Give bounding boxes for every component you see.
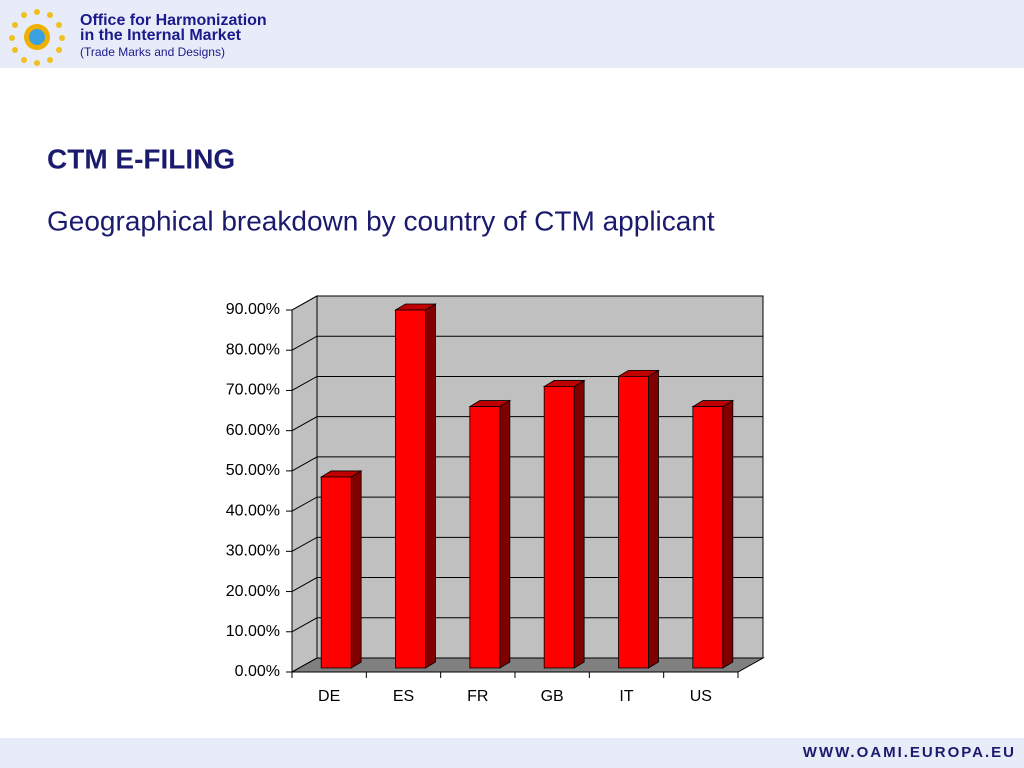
y-tick-label: 10.00% [226,623,280,640]
grid-line [291,456,763,472]
grid-line [291,657,763,673]
grid-line [291,335,763,351]
grid-line [291,496,763,512]
footer-url: WWW.OAMI.EUROPA.EU [803,744,1016,761]
grid-line [291,416,763,432]
y-tick-label: 80.00% [226,341,280,358]
grid-line [291,375,763,391]
bar-side [573,379,585,669]
y-tick-label: 30.00% [226,543,280,560]
bar [320,476,352,669]
org-name: in the Internal Market [80,27,242,44]
grid-line [291,577,763,592]
bar-side [350,470,362,669]
bar [543,386,575,669]
plot: 0.00% 10.00% 20.00% 30.00% 40.00% 50.00% 60.00… [226,295,765,705]
header-bar [0,0,1024,68]
x-tick-label: IT [619,688,633,705]
org-name: Office for Harmonization [80,12,267,29]
bar-side [722,399,734,669]
footer-bar [0,738,1024,768]
bar [395,309,426,669]
x-tick-label: ES [393,688,414,705]
grid-line [291,617,763,633]
logo [9,9,65,66]
x-tick-label: FR [467,688,488,705]
grid-line [291,536,763,552]
bar-side [648,369,659,669]
y-tick-label: 50.00% [226,462,280,479]
x-tick-label: GB [541,688,564,705]
x-tick-label: DE [318,688,340,705]
x-tick-label: US [690,688,712,705]
side-wall [291,295,318,673]
bar-side [425,303,436,669]
org-subtitle: (Trade Marks and Designs) [80,45,225,59]
y-tick-label: 0.00% [235,663,280,680]
floor [290,657,765,673]
grid-line [291,295,763,311]
slide-title: CTM E-FILING [47,143,235,174]
bar [692,406,724,669]
bar-side [499,399,511,669]
y-tick-label: 70.00% [226,382,280,399]
bar [618,375,649,669]
y-tick-label: 60.00% [226,422,280,439]
y-tick-label: 40.00% [226,502,280,519]
y-tick-label: 90.00% [226,301,280,318]
slide-subtitle: Geographical breakdown by country of CTM… [47,205,715,236]
back-wall [316,295,764,659]
bar [469,406,501,669]
y-tick-label: 20.00% [226,583,280,600]
